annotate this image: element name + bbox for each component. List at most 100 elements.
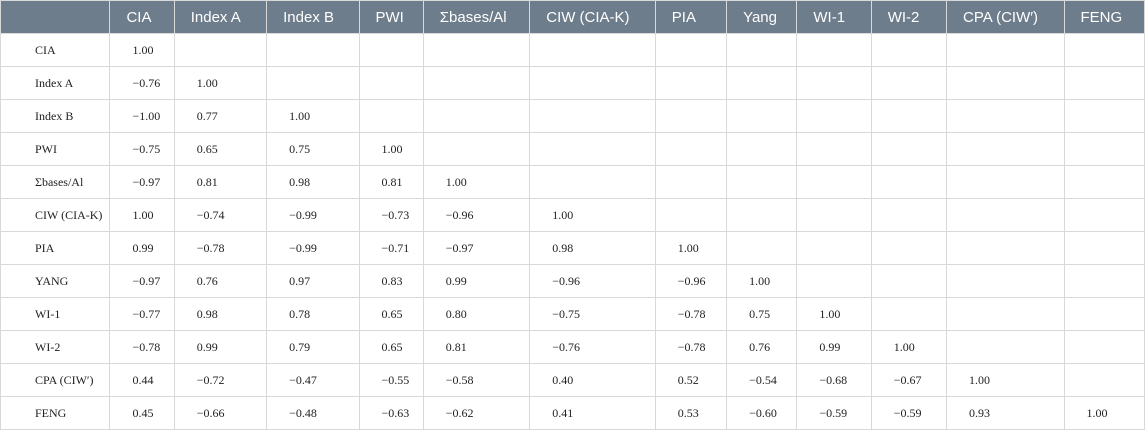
table-cell [796,99,872,133]
table-cell [654,132,728,166]
table-cell: 0.97 [266,264,360,298]
table-cell: 0.75 [266,132,360,166]
table-row: PWI −0.75 0.65 0.75 1.00 [0,132,1145,166]
table-cell [946,132,1065,166]
corner-cell [0,0,111,34]
row-header: Σbases/Al [0,165,111,199]
column-header: Index A [173,0,268,34]
table-cell [796,198,872,232]
row-header: CIA [0,33,111,67]
table-cell: 1.00 [109,33,175,67]
table-cell [726,99,798,133]
table-cell [870,132,948,166]
table-cell: 1.00 [870,330,948,364]
table-cell: 0.98 [266,165,360,199]
row-header: WI-2 [0,330,111,364]
table-cell [796,231,872,265]
table-cell [1063,297,1145,331]
table-cell: 0.93 [946,396,1065,430]
table-cell: −0.67 [870,363,948,397]
row-header: CPA (CIW′) [0,363,111,397]
table-cell [1063,99,1145,133]
row-header: Index A [0,66,111,100]
row-header: CIW (CIA-K) [0,198,111,232]
table-cell [796,66,872,100]
table-cell: −0.96 [422,198,531,232]
table-cell [946,330,1065,364]
row-header: WI-1 [0,297,111,331]
table-cell [946,33,1065,67]
table-cell: 1.00 [1063,396,1145,430]
table-cell: −0.97 [109,165,175,199]
table-cell: −0.75 [109,132,175,166]
table-cell [870,297,948,331]
table-cell [422,33,531,67]
table-cell [870,165,948,199]
table-cell: 0.80 [422,297,531,331]
table-cell: −0.96 [529,264,656,298]
column-header: WI-1 [796,0,872,34]
table-cell: 0.83 [358,264,424,298]
table-cell: 1.00 [266,99,360,133]
table-cell [870,66,948,100]
table-cell: −0.97 [422,231,531,265]
table-row: CPA (CIW′) 0.44 −0.72 −0.47 −0.55 −0.58 0.40 0.… [0,363,1145,397]
table-cell: −0.59 [870,396,948,430]
table-cell: 1.00 [796,297,872,331]
table-cell [946,264,1065,298]
table-row: PIA 0.99 −0.78 −0.99 −0.71 −0.97 0.98 1.00 [0,231,1145,265]
table-cell [946,99,1065,133]
table-cell: −0.77 [109,297,175,331]
table-row: YANG −0.97 0.76 0.97 0.83 0.99 −0.96 −0.96 1.00 [0,264,1145,298]
table-cell: 0.75 [726,297,798,331]
table-cell: 1.00 [946,363,1065,397]
column-header: Yang [726,0,798,34]
table-cell: −1.00 [109,99,175,133]
table-cell [529,132,656,166]
table-cell: −0.78 [654,297,728,331]
table-cell [726,231,798,265]
table-cell [266,66,360,100]
table-cell: −0.55 [358,363,424,397]
table-cell: 1.00 [173,66,268,100]
table-cell: −0.66 [173,396,268,430]
table-row: Index B −1.00 0.77 1.00 [0,99,1145,133]
table-row: CIW (CIA-K) 1.00 −0.74 −0.99 −0.73 −0.96 1.00 [0,198,1145,232]
table-cell: 0.79 [266,330,360,364]
table-cell: 1.00 [109,198,175,232]
table-cell [796,264,872,298]
table-cell: −0.63 [358,396,424,430]
table-cell [946,165,1065,199]
table-cell [796,132,872,166]
table-row: WI-1 −0.77 0.98 0.78 0.65 0.80 −0.75 −0.78 0.75 1… [0,297,1145,331]
column-header: CIA [109,0,175,34]
table-cell [726,198,798,232]
table-cell: 1.00 [529,198,656,232]
table-cell [654,33,728,67]
table-cell: −0.78 [109,330,175,364]
table-cell: 0.76 [173,264,268,298]
table-cell: 0.98 [529,231,656,265]
table-cell [1063,330,1145,364]
table-cell [946,198,1065,232]
table-cell: 0.81 [422,330,531,364]
table-cell: 0.81 [173,165,268,199]
column-header: Index B [266,0,360,34]
table-cell: 0.65 [173,132,268,166]
table-cell [1063,198,1145,232]
table-cell: 0.77 [173,99,268,133]
header-row: CIA Index A Index B PWI Σbases/Al CIW (C… [0,0,1145,34]
table-cell [358,99,424,133]
table-cell: 0.76 [726,330,798,364]
table-cell [726,165,798,199]
table-cell: −0.71 [358,231,424,265]
table-cell [529,99,656,133]
table-cell: 0.98 [173,297,268,331]
table-cell: −0.73 [358,198,424,232]
table-cell: 0.99 [173,330,268,364]
table-row: Σbases/Al −0.97 0.81 0.98 0.81 1.00 [0,165,1145,199]
table-cell: −0.60 [726,396,798,430]
row-header: PWI [0,132,111,166]
table-cell [422,66,531,100]
